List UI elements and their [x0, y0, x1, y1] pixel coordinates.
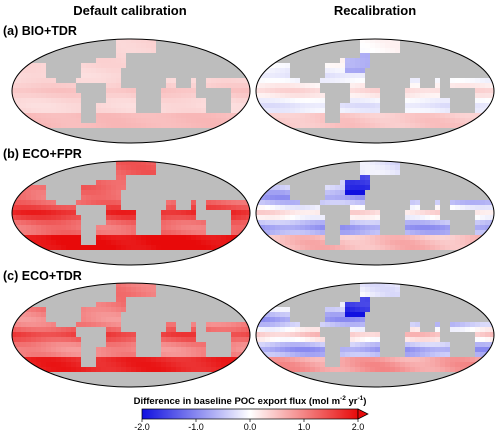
row-label-eco-fpr: (b) ECO+FPR	[3, 147, 82, 161]
colorbar-tick-label: -2.0	[134, 422, 150, 432]
colorbar: Difference in baseline POC export flux (…	[130, 395, 380, 433]
map-panel-eco-fpr-recalibration	[255, 160, 495, 266]
map-panel-bio-tdr-default	[11, 38, 251, 144]
colorbar-tick-label: -1.0	[188, 422, 204, 432]
colorbar-tick-label: 1.0	[297, 422, 311, 432]
map-panel-eco-tdr-recalibration	[255, 282, 495, 388]
colorbar-tick-label: 0.0	[243, 422, 257, 432]
colorbar-title: Difference in baseline POC export flux (…	[133, 395, 367, 408]
row-label-bio-tdr: (a) BIO+TDR	[3, 24, 77, 38]
column-title-recalibration: Recalibration	[333, 3, 417, 18]
colorbar-tick-label: 2.0	[351, 422, 365, 432]
column-title-default: Default calibration	[73, 3, 187, 18]
row-label-eco-tdr: (c) ECO+TDR	[3, 269, 82, 283]
map-panel-eco-tdr-default	[11, 282, 251, 388]
colorbar-gradient	[141, 408, 369, 422]
map-panel-bio-tdr-recalibration	[255, 38, 495, 144]
map-panel-eco-fpr-default	[11, 160, 251, 266]
